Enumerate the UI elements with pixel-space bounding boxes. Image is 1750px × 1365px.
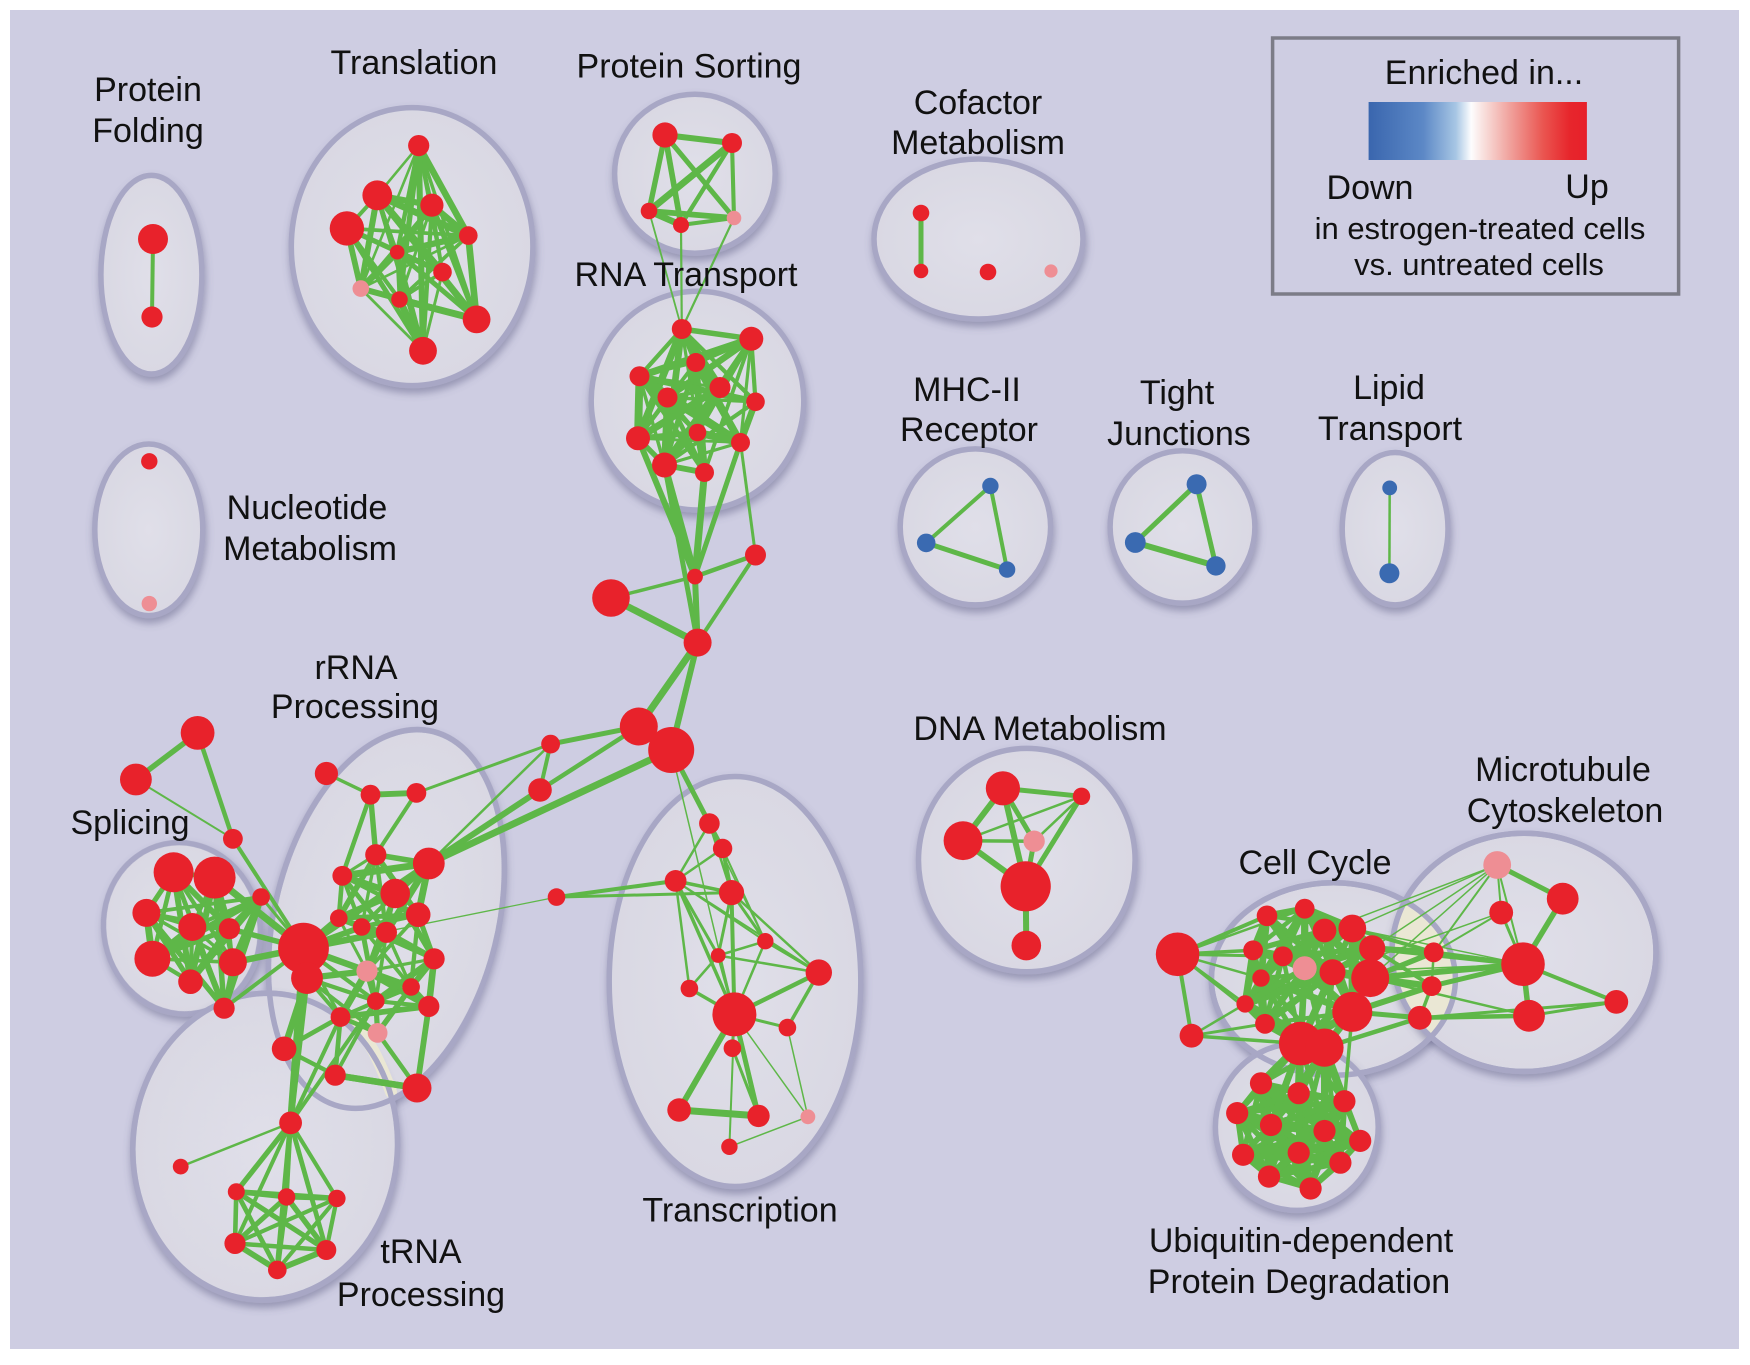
- svg-text:MHC-II: MHC-II: [913, 371, 1021, 409]
- svg-text:Tight: Tight: [1140, 374, 1215, 412]
- svg-text:Ubiquitin-dependent: Ubiquitin-dependent: [1149, 1222, 1454, 1260]
- svg-text:Splicing: Splicing: [70, 804, 189, 842]
- svg-text:Cytoskeleton: Cytoskeleton: [1467, 792, 1664, 830]
- svg-text:Nucleotide: Nucleotide: [227, 489, 388, 527]
- svg-text:Up: Up: [1565, 168, 1608, 206]
- svg-text:Enriched in...: Enriched in...: [1385, 54, 1583, 92]
- svg-text:Metabolism: Metabolism: [223, 530, 397, 568]
- svg-text:Cell Cycle: Cell Cycle: [1238, 844, 1391, 882]
- svg-text:DNA Metabolism: DNA Metabolism: [913, 710, 1166, 748]
- svg-text:Protein Degradation: Protein Degradation: [1148, 1263, 1450, 1301]
- svg-text:rRNA: rRNA: [314, 649, 397, 687]
- svg-text:Processing: Processing: [271, 688, 439, 726]
- svg-text:Down: Down: [1327, 169, 1414, 207]
- svg-text:Cofactor: Cofactor: [914, 84, 1043, 122]
- svg-text:Transcription: Transcription: [642, 1192, 837, 1230]
- svg-text:Protein: Protein: [94, 71, 202, 109]
- svg-text:Metabolism: Metabolism: [891, 124, 1065, 162]
- svg-text:RNA Transport: RNA Transport: [575, 256, 799, 294]
- svg-text:Folding: Folding: [92, 112, 204, 150]
- svg-text:Transport: Transport: [1318, 410, 1463, 448]
- svg-text:Processing: Processing: [337, 1276, 505, 1314]
- svg-text:Junctions: Junctions: [1107, 415, 1251, 453]
- svg-text:Translation: Translation: [331, 44, 498, 82]
- svg-text:vs. untreated cells: vs. untreated cells: [1354, 247, 1604, 282]
- svg-text:Protein Sorting: Protein Sorting: [577, 48, 802, 86]
- svg-text:in estrogen-treated cells: in estrogen-treated cells: [1315, 211, 1646, 246]
- svg-text:Microtubule: Microtubule: [1475, 751, 1651, 789]
- svg-text:Receptor: Receptor: [900, 411, 1038, 449]
- svg-text:Lipid: Lipid: [1353, 369, 1425, 407]
- svg-text:tRNA: tRNA: [380, 1233, 462, 1271]
